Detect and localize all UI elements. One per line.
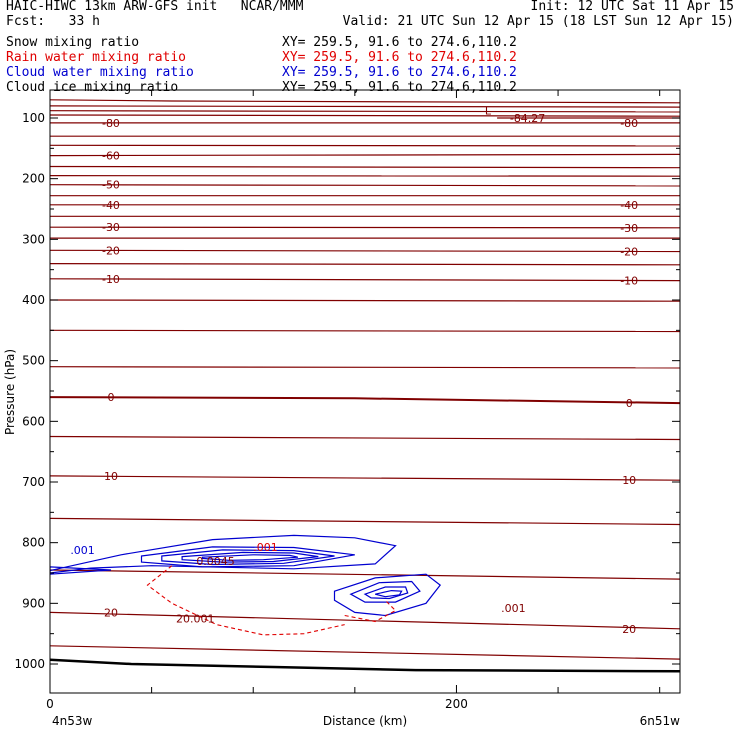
isotherm-label-right: 20 bbox=[622, 623, 636, 636]
cloud-water-contour-r1 bbox=[349, 580, 421, 603]
isotherm-line-12 bbox=[50, 299, 680, 302]
header-title: HAIC-HIWC 13km ARW-GFS init NCAR/MMM bbox=[6, 0, 304, 14]
rain-water-contour-rain bbox=[146, 565, 345, 636]
annotation-4: 0.0045 bbox=[196, 555, 235, 568]
y-tick-label: 400 bbox=[22, 293, 45, 307]
annotation-3: .001 bbox=[501, 602, 525, 615]
isotherm-label: -50 bbox=[102, 179, 120, 192]
isotherm-line-5 bbox=[50, 144, 680, 147]
field-name-1: Rain water mixing ratio bbox=[6, 50, 187, 65]
isotherm-line-13 bbox=[50, 329, 680, 333]
y-tick-label: 200 bbox=[22, 172, 45, 186]
isotherm-label-right: 0 bbox=[626, 397, 633, 410]
cloud-water-contour-r3 bbox=[375, 589, 403, 598]
field-xy-0: XY= 259.5, 91.6 to 274.6,110.2 bbox=[282, 35, 517, 50]
header-forecast: Fcst: 33 h bbox=[6, 14, 100, 29]
cloud-water-contour-left-tip bbox=[50, 566, 112, 575]
cloud-water-contour-c3 bbox=[181, 551, 319, 563]
y-tick-label: 100 bbox=[22, 111, 45, 125]
field-xy-3: XY= 259.5, 91.6 to 274.6,110.2 bbox=[282, 80, 517, 95]
isotherm-line-0 bbox=[50, 99, 680, 104]
x-axis-label: Distance (km) bbox=[323, 714, 407, 728]
y-tick-label: 1000 bbox=[14, 657, 45, 671]
isotherm-label-right: -10 bbox=[620, 275, 638, 288]
isotherm-3 bbox=[50, 184, 680, 187]
annotation-2: 20.001 bbox=[176, 613, 215, 626]
isotherm-label: -20 bbox=[102, 244, 120, 257]
x-right-location: 6n51w bbox=[640, 714, 681, 728]
isotherm-label: 10 bbox=[104, 470, 118, 483]
isotherm-label: -60 bbox=[102, 150, 120, 163]
isotherm-line-17 bbox=[50, 569, 680, 580]
isotherm-label: -10 bbox=[102, 273, 120, 286]
isotherm-line-16 bbox=[50, 517, 680, 526]
surface-pressure-line bbox=[50, 658, 680, 673]
y-tick-label: 900 bbox=[22, 596, 45, 610]
x-tick-label: 0 bbox=[46, 697, 54, 711]
y-axis-label: Pressure (hPa) bbox=[3, 349, 17, 435]
isotherm-label: -84.27 bbox=[510, 112, 545, 125]
isotherm-2 bbox=[50, 153, 680, 157]
field-name-0: Snow mixing ratio bbox=[6, 35, 140, 50]
isotherm-line-2 bbox=[50, 110, 680, 113]
x-tick-label: 200 bbox=[445, 697, 468, 711]
annotation-5: .001 bbox=[253, 541, 278, 554]
cloud-water-contour-r2 bbox=[363, 586, 409, 600]
isotherm-9 bbox=[50, 475, 680, 481]
isotherm-line-15 bbox=[50, 435, 680, 441]
cloud-water-contour-right-outer bbox=[333, 573, 442, 617]
isotherm-label: 20 bbox=[104, 606, 118, 619]
y-tick-label: 300 bbox=[22, 232, 45, 246]
rain-water-contour-rain2 bbox=[344, 599, 397, 623]
field-xy-2: XY= 259.5, 91.6 to 274.6,110.2 bbox=[282, 65, 517, 80]
isotherm-line-7 bbox=[50, 175, 680, 177]
isotherm-label-right: -20 bbox=[620, 245, 638, 258]
isotherm-label: 0 bbox=[107, 391, 114, 404]
annotation-0: L bbox=[485, 105, 492, 118]
field-name-2: Cloud water mixing ratio bbox=[6, 65, 194, 80]
isotherm-line-1 bbox=[50, 105, 680, 108]
header-valid: Valid: 21 UTC Sun 12 Apr 15 (18 LST Sun … bbox=[342, 14, 734, 29]
isotherm-label-right: -80 bbox=[620, 117, 638, 130]
cloud-water-contour-c2 bbox=[161, 549, 335, 566]
isotherm-label-right: -30 bbox=[620, 222, 638, 235]
annotation-1: .001 bbox=[70, 544, 95, 557]
isotherm-label-right: -40 bbox=[620, 199, 638, 212]
isotherm-5 bbox=[50, 226, 680, 229]
isotherm-label: -40 bbox=[102, 199, 120, 212]
cloud-water-contour-c4 bbox=[201, 554, 299, 561]
isotherm-8 bbox=[50, 396, 680, 405]
y-tick-label: 500 bbox=[22, 354, 45, 368]
isotherm-line-6 bbox=[50, 165, 680, 169]
isotherm-line-11 bbox=[50, 263, 680, 266]
field-name-3: Cloud ice mixing ratio bbox=[6, 80, 179, 95]
isotherm-label: -80 bbox=[102, 117, 120, 130]
isotherm-label: -30 bbox=[102, 221, 120, 234]
field-xy-1: XY= 259.5, 91.6 to 274.6,110.2 bbox=[282, 50, 517, 65]
y-tick-label: 600 bbox=[22, 414, 45, 428]
isotherm-label-right: 10 bbox=[622, 474, 636, 487]
isotherm-line-14 bbox=[50, 366, 680, 369]
x-left-location: 4n53w bbox=[52, 714, 93, 728]
y-tick-label: 800 bbox=[22, 536, 45, 550]
isotherm-10 bbox=[50, 611, 680, 630]
isotherm-6 bbox=[50, 249, 680, 253]
isotherm-line-18 bbox=[50, 645, 680, 660]
isotherm-line-3 bbox=[50, 114, 680, 117]
y-tick-label: 700 bbox=[22, 475, 45, 489]
header-init: Init: 12 UTC Sat 11 Apr 15 bbox=[530, 0, 735, 14]
cloud-water-contour-c1 bbox=[140, 546, 355, 568]
isotherm-7 bbox=[50, 278, 680, 282]
